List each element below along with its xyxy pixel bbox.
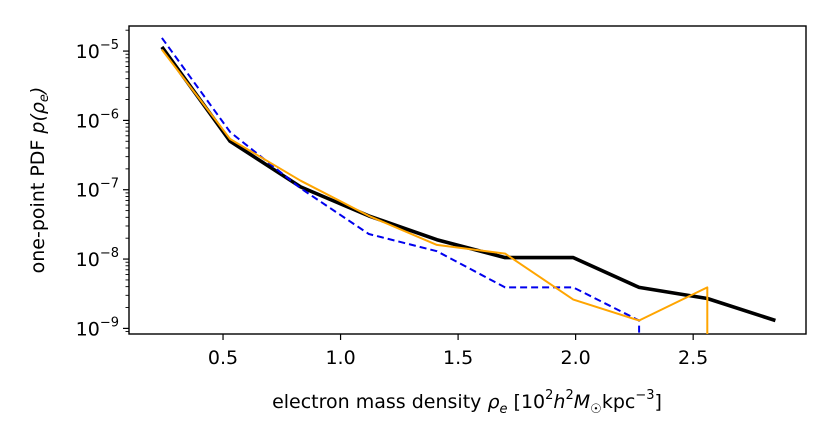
x-tick-label: 1.5 (443, 347, 473, 369)
x-ticks: 0.5 1.0 1.5 2.0 2.5 (208, 334, 708, 369)
x-tick-label: 1.0 (325, 347, 355, 369)
x-axis-label: electron mass density ρe [102h2M☉kpc−3] (272, 388, 662, 417)
series-layer (160, 37, 776, 334)
y-axis-label: one-point PDF p(ρe) (27, 87, 52, 274)
x-tick-label: 2.5 (678, 347, 708, 369)
y-tick-label: 10−9 (76, 315, 119, 340)
y-tick-label: 10−8 (76, 246, 119, 271)
x-tick-label: 2.0 (561, 347, 591, 369)
y-tick-label: 10−7 (76, 177, 119, 202)
series-line-2 (161, 48, 709, 334)
series-line-1 (161, 37, 641, 334)
series-line-0 (160, 45, 776, 323)
x-tick-label: 0.5 (208, 347, 238, 369)
y-ticks: 10−5 10−6 10−7 10−8 10−9 (76, 29, 129, 340)
y-tick-label: 10−5 (76, 38, 119, 63)
plot-frame (128, 25, 807, 335)
y-tick-label: 10−6 (76, 107, 119, 132)
